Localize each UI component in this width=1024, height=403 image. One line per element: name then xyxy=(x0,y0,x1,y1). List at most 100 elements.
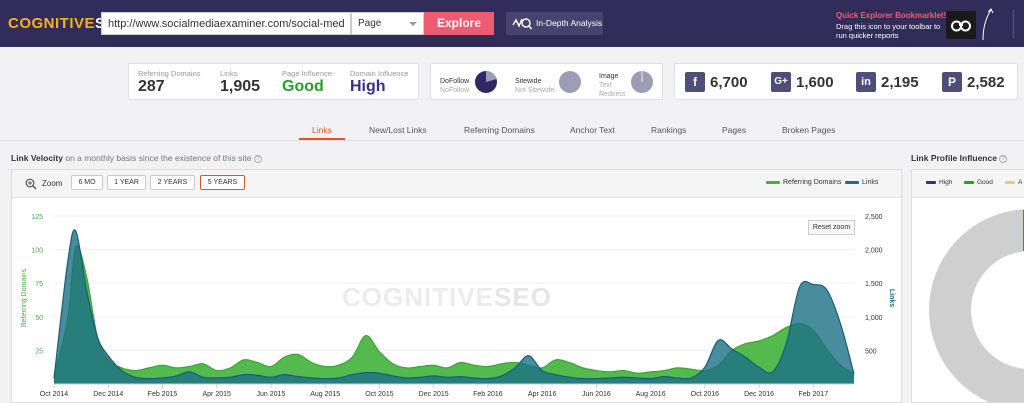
watermark: COGNITIVESEO xyxy=(342,282,552,313)
link-profile-title: Link Profile Influence ? xyxy=(911,153,1008,163)
stats-box: Referring Domains 287 Links 1,905 Page I… xyxy=(128,63,419,100)
y-tick-label-left: 75 xyxy=(35,281,43,288)
dofollow-pie[interactable] xyxy=(474,70,498,94)
social-box: f 6,700 G+ 1,600 in 2,195 P 2,582 xyxy=(674,63,1018,100)
dofollow-label: DoFollow xyxy=(440,78,470,85)
zoom-2years-button[interactable]: 2 YEARS xyxy=(150,175,195,190)
zoom-5years-button[interactable]: 5 YEARS xyxy=(200,175,245,190)
help-icon[interactable]: ? xyxy=(999,154,1008,163)
links-value: 1,905 xyxy=(220,78,261,95)
links-line xyxy=(53,229,855,380)
x-tick-label: Apr 2015 xyxy=(203,391,232,398)
link-velocity-subtitle: on a monthly basis since the existence o… xyxy=(65,153,252,163)
link-velocity-chart[interactable]: 25 50 75 100 125 500 1,000 1,500 2,000 2,500 Refer… xyxy=(12,198,901,402)
y-tick-label-right: 1,500 xyxy=(865,281,883,288)
y-tick-label-left: 125 xyxy=(31,214,43,221)
tab-pages[interactable]: Pages xyxy=(722,125,747,135)
tab-rankings[interactable]: Rankings xyxy=(651,125,687,135)
y-tick-label-right: 2,000 xyxy=(865,248,883,255)
google-plus-icon: G+ xyxy=(771,72,791,92)
dofollow-legend: DoFollow NoFollow xyxy=(440,77,469,95)
link-velocity-title-text: Link Velocity xyxy=(11,153,63,163)
watermark-part-1: COGNITIVE xyxy=(342,282,495,312)
legend-label: Links xyxy=(862,179,879,186)
not-sitewide-label: Not Sitewide xyxy=(515,87,555,94)
zoom-label: Zoom xyxy=(42,179,63,188)
divider xyxy=(1013,10,1014,38)
analysis-icon xyxy=(512,18,532,30)
tab-anchor-text[interactable]: Anchor Text xyxy=(570,125,615,135)
tab-referring-domains[interactable]: Referring Domains xyxy=(464,125,535,135)
x-tick-label: Feb 2016 xyxy=(473,391,503,398)
legend-swatch xyxy=(845,180,859,184)
y-tick-label-left: 50 xyxy=(35,315,43,322)
legend-high[interactable]: High xyxy=(926,179,952,186)
page-select-value: Page xyxy=(358,18,382,29)
binoculars-icon xyxy=(951,20,971,32)
bookmarklet-title: Quick Explorer Bookmarklet! xyxy=(836,11,947,20)
watermark-part-2: SEO xyxy=(494,282,552,312)
legend-links[interactable]: Links xyxy=(845,179,878,186)
legend-swatch xyxy=(766,180,780,184)
link-profile-toolbar: High Good A xyxy=(912,170,1024,198)
page-influence-label: Page Influence xyxy=(282,69,333,78)
reset-zoom-button[interactable]: Reset zoom xyxy=(808,220,855,235)
y-tick-label-left: 100 xyxy=(31,248,43,255)
help-icon[interactable]: ? xyxy=(253,154,262,163)
x-tick-label: Oct 2016 xyxy=(691,391,720,398)
drag-arrow-icon xyxy=(982,8,994,41)
tab-new-lost-links[interactable]: New/Lost Links xyxy=(369,125,427,135)
sitewide-legend: Sitewide Not Sitewide xyxy=(515,77,554,95)
tabs-divider xyxy=(0,140,1024,141)
bookmarklet-line-1: Drag this icon to your toolbar to xyxy=(836,22,941,31)
zoom-1year-button[interactable]: 1 YEAR xyxy=(107,175,146,190)
domain-influence-label: Domain Influence xyxy=(350,69,409,78)
legend-average[interactable]: A xyxy=(1005,179,1022,186)
x-tick-label: Feb 2017 xyxy=(799,391,829,398)
x-tick-label: Oct 2014 xyxy=(40,391,69,398)
linkedin-icon: in xyxy=(856,72,876,92)
explore-button[interactable]: Explore xyxy=(424,12,494,35)
legend-label: Good xyxy=(977,179,993,186)
link-velocity-chart-panel: Zoom 6 MO 1 YEAR 2 YEARS 5 YEARS Referri… xyxy=(11,169,902,403)
top-bar: COGNITIVESEO Page Explore In-Depth Analy… xyxy=(0,0,1024,47)
pinterest-icon: P xyxy=(942,72,962,92)
legend-referring-domains[interactable]: Referring Domains xyxy=(766,179,841,186)
text-label: Text xyxy=(599,82,612,89)
legend-swatch xyxy=(1005,180,1015,184)
zoom-6mo-button[interactable]: 6 MO xyxy=(71,175,103,190)
x-tick-label: Apr 2016 xyxy=(528,391,557,398)
x-tick-label: Aug 2015 xyxy=(310,391,340,398)
page-select[interactable]: Page xyxy=(351,12,424,35)
x-tick-label: Jun 2016 xyxy=(582,391,611,398)
y-tick-label-right: 1,000 xyxy=(865,315,883,322)
bookmarklet-icon[interactable] xyxy=(946,11,976,39)
y-axis-label-left: Referring Domains xyxy=(21,268,28,327)
x-tick-label: Dec 2016 xyxy=(744,391,774,398)
logo-part-1: COGNITIVE xyxy=(8,15,96,32)
y-axis-label-right: Links xyxy=(888,289,895,307)
url-input[interactable] xyxy=(101,12,351,35)
referring-domains-label: Referring Domains xyxy=(138,69,201,78)
tab-links[interactable]: Links xyxy=(312,125,332,135)
sitewide-label: Sitewide xyxy=(515,78,542,85)
link-profile-donut[interactable] xyxy=(912,198,1024,402)
legend-good[interactable]: Good xyxy=(964,179,993,186)
in-depth-analysis-button[interactable]: In-Depth Analysis xyxy=(506,12,603,35)
image-label: Image xyxy=(599,73,619,80)
chevron-down-icon xyxy=(409,22,417,26)
redirect-label: Redirect xyxy=(599,91,626,98)
x-tick-label: Feb 2015 xyxy=(148,391,178,398)
sitewide-pie[interactable] xyxy=(558,70,582,94)
tab-broken-pages[interactable]: Broken Pages xyxy=(782,125,836,135)
nofollow-label: NoFollow xyxy=(440,87,470,94)
facebook-value: 6,700 xyxy=(710,74,748,91)
x-tick-label: Dec 2015 xyxy=(419,391,449,398)
link-velocity-title: Link Velocity on a monthly basis since t… xyxy=(11,153,262,163)
domain-influence-value: High xyxy=(350,78,386,95)
image-text-legend: Image Text Redirect xyxy=(599,72,625,99)
in-depth-analysis-label: In-Depth Analysis xyxy=(536,18,603,28)
link-profile-panel: High Good A xyxy=(911,169,1024,403)
image-text-pie[interactable] xyxy=(630,70,654,94)
facebook-icon: f xyxy=(685,72,705,92)
